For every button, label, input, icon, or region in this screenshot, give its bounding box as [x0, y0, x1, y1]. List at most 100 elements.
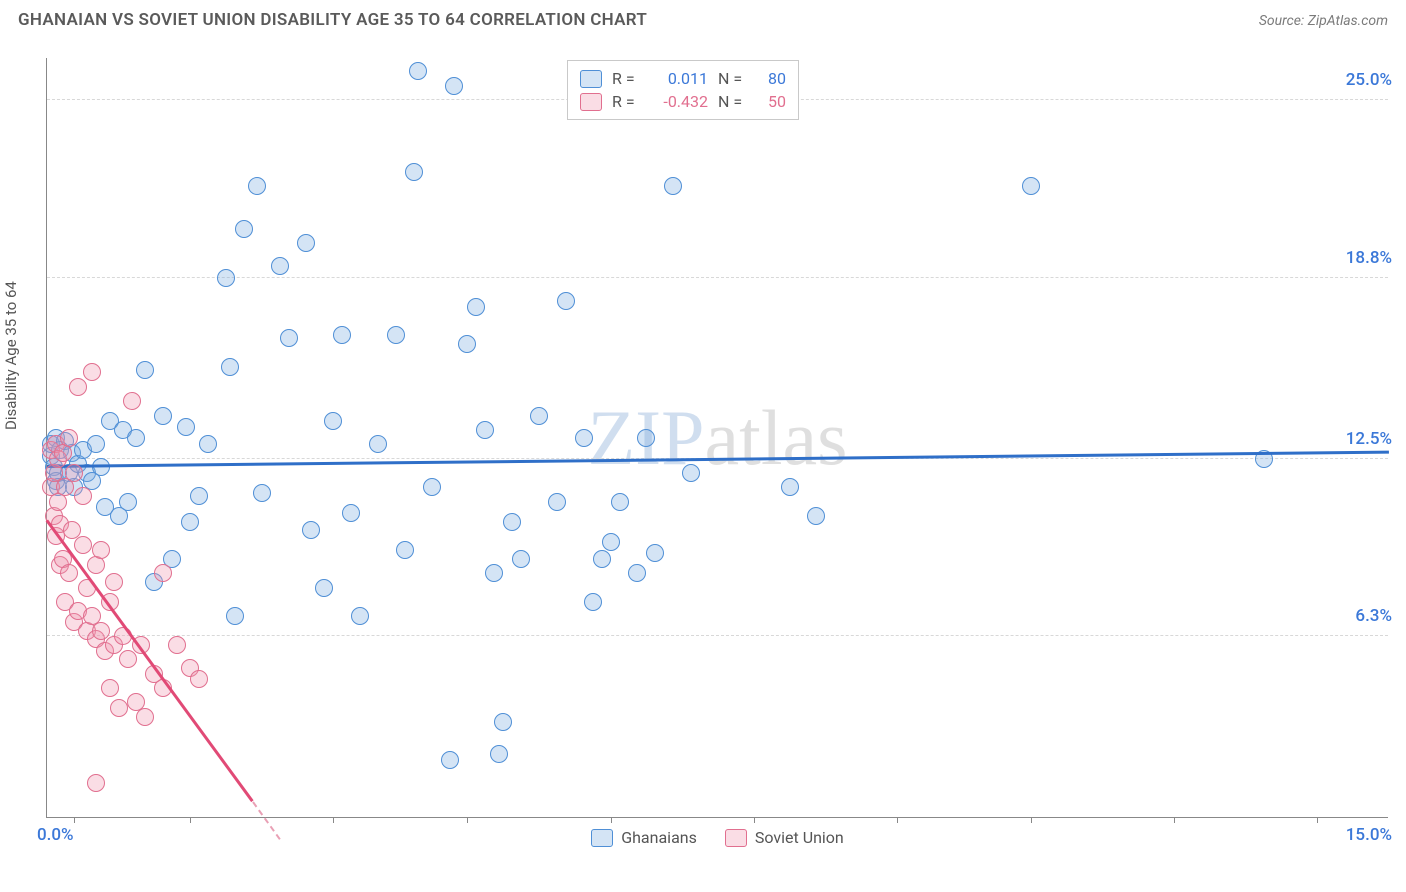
data-point [467, 298, 485, 316]
legend-item: Soviet Union [725, 828, 844, 847]
legend-r-label: R = [612, 92, 640, 111]
data-point [369, 435, 387, 453]
data-point [396, 541, 414, 559]
data-point [168, 636, 186, 654]
data-point [136, 361, 154, 379]
data-point [485, 564, 503, 582]
data-point [253, 484, 271, 502]
data-point [154, 564, 172, 582]
data-point [280, 329, 298, 347]
gridline [47, 277, 1388, 278]
data-point [530, 407, 548, 425]
data-point [60, 429, 78, 447]
data-point [87, 774, 105, 792]
data-point [302, 521, 320, 539]
y-tick-label: 25.0% [1322, 70, 1392, 90]
data-point [123, 392, 141, 410]
data-point [637, 429, 655, 447]
legend-r-value: -0.432 [650, 92, 708, 111]
legend-n-value: 80 [756, 69, 786, 88]
data-point [503, 513, 521, 531]
data-point [342, 504, 360, 522]
data-point [69, 378, 87, 396]
data-point [557, 292, 575, 310]
data-point [1022, 177, 1040, 195]
legend-swatch [591, 829, 613, 847]
x-tick [1174, 817, 1175, 823]
chart-title: GHANAIAN VS SOVIET UNION DISABILITY AGE … [18, 10, 647, 30]
data-point [611, 493, 629, 511]
legend-swatch [725, 829, 747, 847]
legend-swatch [580, 93, 602, 111]
correlation-legend: R =0.011N =80R =-0.432N =50 [567, 60, 799, 120]
data-point [494, 713, 512, 731]
data-point [807, 507, 825, 525]
data-point [177, 418, 195, 436]
data-point [781, 478, 799, 496]
data-point [351, 607, 369, 625]
data-point [87, 435, 105, 453]
data-point [101, 679, 119, 697]
trend-line [47, 450, 1389, 467]
data-point [387, 326, 405, 344]
data-point [136, 708, 154, 726]
data-point [92, 622, 110, 640]
data-point [74, 536, 92, 554]
x-tick [754, 817, 755, 823]
x-tick [1317, 817, 1318, 823]
trend-line [46, 520, 254, 803]
source-attribution: Source: ZipAtlas.com [1259, 13, 1388, 29]
data-point [65, 464, 83, 482]
x-tick [1031, 817, 1032, 823]
data-point [74, 487, 92, 505]
data-point [154, 407, 172, 425]
x-tick [190, 817, 191, 823]
data-point [297, 234, 315, 252]
data-point [190, 670, 208, 688]
data-point [181, 513, 199, 531]
legend-swatch [580, 70, 602, 88]
data-point [445, 77, 463, 95]
legend-item: Ghanaians [591, 828, 697, 847]
data-point [105, 573, 123, 591]
data-point [593, 550, 611, 568]
legend-row: R =-0.432N =50 [580, 90, 786, 113]
data-point [575, 429, 593, 447]
data-point [423, 478, 441, 496]
data-point [490, 745, 508, 763]
data-point [271, 257, 289, 275]
series-legend: Ghanaians Soviet Union [47, 828, 1388, 847]
data-point [190, 487, 208, 505]
data-point [476, 421, 494, 439]
y-axis-label: Disability Age 35 to 64 [2, 281, 20, 430]
data-point [548, 493, 566, 511]
data-point [248, 177, 266, 195]
gridline [47, 635, 1388, 636]
data-point [110, 699, 128, 717]
data-point [682, 464, 700, 482]
data-point [512, 550, 530, 568]
data-point [441, 751, 459, 769]
data-point [628, 564, 646, 582]
data-point [324, 412, 342, 430]
legend-r-value: 0.011 [650, 69, 708, 88]
data-point [217, 269, 235, 287]
y-tick-label: 12.5% [1322, 429, 1392, 449]
data-point [92, 458, 110, 476]
data-point [226, 607, 244, 625]
legend-row: R =0.011N =80 [580, 67, 786, 90]
x-tick [467, 817, 468, 823]
data-point [221, 358, 239, 376]
data-point [584, 593, 602, 611]
data-point [119, 493, 137, 511]
legend-n-label: N = [718, 69, 746, 88]
scatter-chart: ZIPatlas 6.3%12.5%18.8%25.0%0.0%15.0%R =… [46, 58, 1388, 818]
data-point [199, 435, 217, 453]
y-tick-label: 6.3% [1322, 606, 1392, 626]
x-tick [897, 817, 898, 823]
data-point [602, 533, 620, 551]
data-point [458, 335, 476, 353]
data-point [664, 177, 682, 195]
y-tick-label: 18.8% [1322, 248, 1392, 268]
data-point [235, 220, 253, 238]
